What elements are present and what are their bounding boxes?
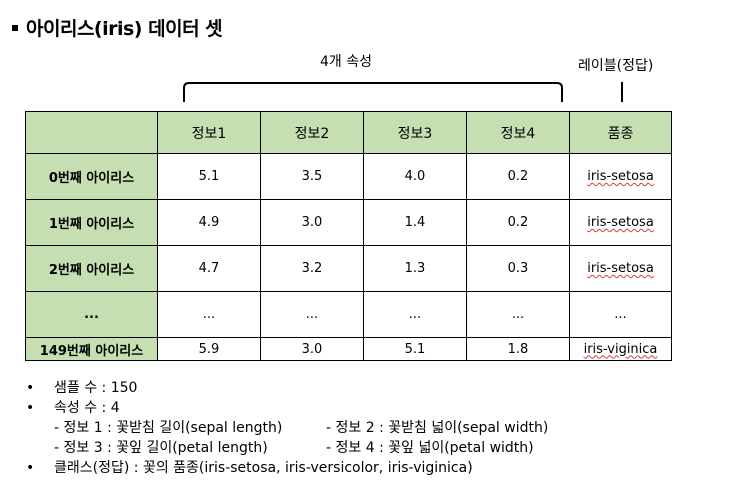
table-cell: 1.3 <box>363 245 467 292</box>
header-cell: 정보1 <box>157 111 261 154</box>
table-cell: 0.3 <box>466 245 570 292</box>
square-bullet-icon <box>12 24 18 31</box>
row-label: 2번째 아이리스 <box>25 245 158 292</box>
samples-text: 샘플 수 : 150 <box>54 380 138 396</box>
row-label: 1번째 아이리스 <box>25 199 158 246</box>
table-row: 0번째 아이리스 5.1 3.5 4.0 0.2 iris-setosa <box>25 153 672 200</box>
table-cell: 3.0 <box>260 199 364 246</box>
table-cell: 4.9 <box>157 199 261 246</box>
header-cell: 정보3 <box>363 111 467 154</box>
label-header: 레이블(정답) <box>578 58 654 74</box>
classes-text: 클래스(정답) : 꽃의 품종(iris-setosa, iris-versic… <box>54 460 473 476</box>
table-cell: 4.7 <box>157 245 261 292</box>
species-cell: iris-setosa <box>569 153 672 200</box>
bullet-icon: • <box>26 400 35 416</box>
table-cell: 1.8 <box>466 337 570 361</box>
table-cell: 5.9 <box>157 337 261 361</box>
table-cell: 3.5 <box>260 153 364 200</box>
features-brace-icon <box>183 82 563 102</box>
iris-data-table: 정보1 정보2 정보3 정보4 품종 0번째 아이리스 5.1 3.5 4.0 … <box>25 111 672 361</box>
table-cell: ... <box>363 291 467 338</box>
species-text: iris-setosa <box>587 215 654 230</box>
table-cell: 0.2 <box>466 153 570 200</box>
species-cell: iris-setosa <box>569 245 672 292</box>
table-row: 1번째 아이리스 4.9 3.0 1.4 0.2 iris-setosa <box>25 199 672 246</box>
header-cell: 정보4 <box>466 111 570 154</box>
bullet-icon: • <box>26 460 35 476</box>
table-cell: 1.4 <box>363 199 467 246</box>
attribute-4-text: - 정보 4 : 꽃잎 넓이(petal width) <box>326 440 534 456</box>
table-cell: 5.1 <box>363 337 467 361</box>
table-cell: 5.1 <box>157 153 261 200</box>
page-title: 아이리스(iris) 데이터 셋 <box>12 14 223 41</box>
label-connector-line <box>621 82 623 102</box>
list-item: • 속성 수 : 4 <box>22 398 548 418</box>
species-cell: ... <box>569 291 672 338</box>
attribute-row: - 정보 3 : 꽃잎 길이(petal length) - 정보 4 : 꽃잎 … <box>22 438 548 458</box>
species-text: iris-setosa <box>587 261 654 276</box>
notes-list: • 샘플 수 : 150 • 속성 수 : 4 - 정보 1 : 꽃받침 길이(… <box>22 378 548 478</box>
attribute-2-text: - 정보 2 : 꽃받침 넓이(sepal width) <box>326 420 549 436</box>
row-label: ... <box>25 291 158 338</box>
header-cell: 품종 <box>569 111 672 154</box>
features-label: 4개 속성 <box>320 54 372 70</box>
row-label: 0번째 아이리스 <box>25 153 158 200</box>
header-cell: 정보2 <box>260 111 364 154</box>
table-cell: 4.0 <box>363 153 467 200</box>
table-cell: ... <box>466 291 570 338</box>
table-row: 149번째 아이리스 5.9 3.0 5.1 1.8 iris-viginica <box>25 337 672 361</box>
species-text: iris-setosa <box>587 169 654 184</box>
table-cell: 3.2 <box>260 245 364 292</box>
attributes-text: 속성 수 : 4 <box>54 400 120 416</box>
attribute-3-text: - 정보 3 : 꽃잎 길이(petal length) <box>54 440 268 456</box>
table-header-row: 정보1 정보2 정보3 정보4 품종 <box>25 111 672 154</box>
table-row: 2번째 아이리스 4.7 3.2 1.3 0.3 iris-setosa <box>25 245 672 292</box>
table-cell: ... <box>157 291 261 338</box>
header-cell <box>25 111 158 154</box>
list-item: • 샘플 수 : 150 <box>22 378 548 398</box>
species-cell: iris-setosa <box>569 199 672 246</box>
attribute-row: - 정보 1 : 꽃받침 길이(sepal length) - 정보 2 : 꽃받… <box>22 418 548 438</box>
attribute-1-text: - 정보 1 : 꽃받침 길이(sepal length) <box>54 420 283 436</box>
table-cell: 3.0 <box>260 337 364 361</box>
table-row-ellipsis: ... ... ... ... ... ... <box>25 291 672 338</box>
table-cell: ... <box>260 291 364 338</box>
table-cell: 0.2 <box>466 199 570 246</box>
species-text: iris-viginica <box>583 341 658 357</box>
page-title-text: 아이리스(iris) 데이터 셋 <box>26 18 223 40</box>
row-label: 149번째 아이리스 <box>25 337 158 361</box>
species-cell: iris-viginica <box>569 337 672 361</box>
bullet-icon: • <box>26 380 35 396</box>
list-item: • 클래스(정답) : 꽃의 품종(iris-setosa, iris-vers… <box>22 458 548 478</box>
